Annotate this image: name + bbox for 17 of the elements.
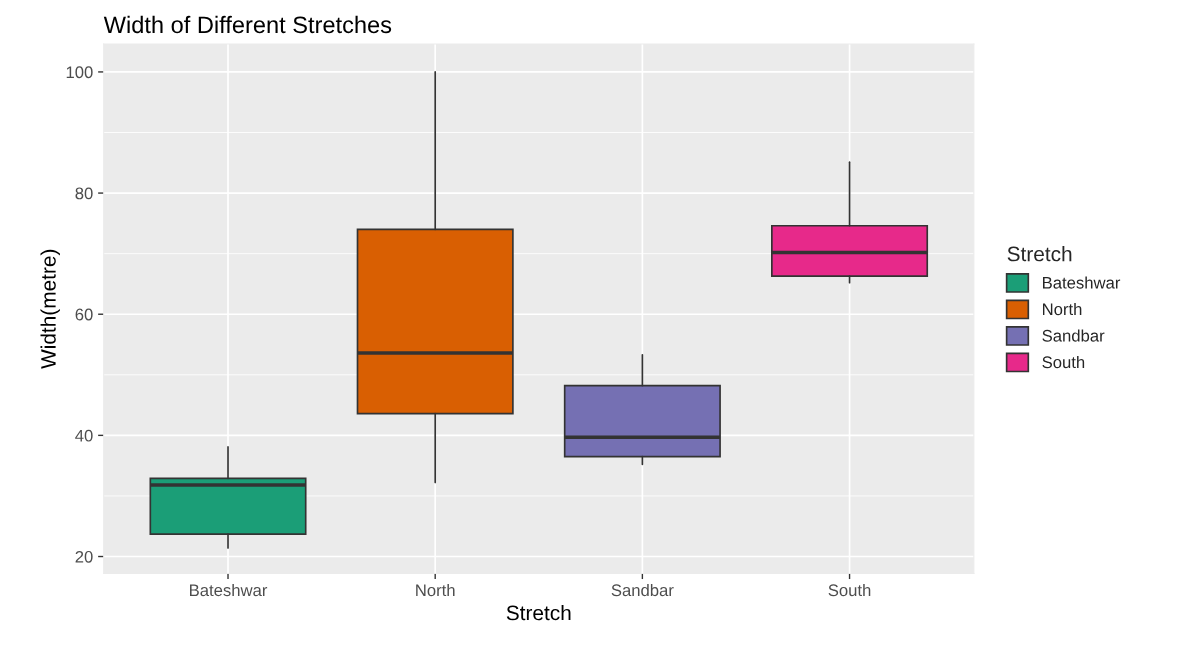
legend-label: Bateshwar xyxy=(1043,276,1121,289)
x-tick-label: South xyxy=(828,583,871,597)
y-tick-label: 80 xyxy=(75,187,93,200)
legend-label: Sandbar xyxy=(1042,329,1105,342)
chart-title: Width of Different Stretches xyxy=(103,15,392,34)
x-tick-label: North xyxy=(416,583,455,597)
y-tick-label: 20 xyxy=(75,550,93,563)
legend-label: South xyxy=(1042,355,1085,369)
x-tick-label: Bateshwar xyxy=(190,583,268,597)
y-tick-label: 40 xyxy=(75,429,93,442)
legend-label: North xyxy=(1043,302,1082,316)
y-axis-title: Width(metre) xyxy=(40,249,60,369)
x-tick-label: Sandbar xyxy=(611,583,674,597)
x-axis-title: Stretch xyxy=(506,604,571,621)
legend-title: Stretch xyxy=(1007,246,1072,262)
y-tick-label: 100 xyxy=(66,66,93,79)
y-tick-label: 60 xyxy=(75,308,93,321)
